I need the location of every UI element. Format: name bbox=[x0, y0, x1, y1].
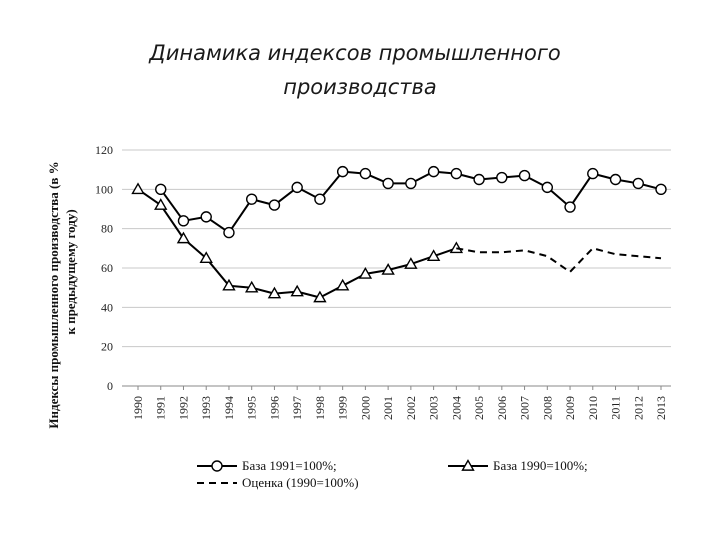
x-tick-label: 1997 bbox=[290, 396, 304, 420]
x-tick-label: 2009 bbox=[563, 396, 577, 420]
data-point-triangle bbox=[449, 241, 464, 254]
y-tick-label: 0 bbox=[107, 379, 113, 393]
data-point-triangle bbox=[426, 249, 441, 262]
data-point-circle bbox=[450, 167, 463, 180]
data-point-triangle bbox=[222, 278, 236, 291]
x-tick-label: 2011 bbox=[609, 396, 623, 420]
x-tick-label: 2005 bbox=[472, 396, 486, 420]
x-tick-label: 1993 bbox=[199, 396, 213, 420]
data-point-circle bbox=[177, 215, 190, 227]
x-tick-label: 1994 bbox=[222, 396, 236, 420]
legend-marker-circle bbox=[211, 460, 223, 472]
data-point-circle bbox=[245, 193, 258, 205]
x-axis: 1990 1991 1992 1993 1994 1995 1996 1997 1998 1999… bbox=[131, 386, 668, 420]
data-point-circle bbox=[609, 173, 622, 186]
data-point-triangle bbox=[404, 257, 418, 269]
data-point-circle bbox=[382, 177, 394, 190]
x-tick-label: 1990 bbox=[131, 396, 145, 420]
chart-title-line-2: производства bbox=[283, 75, 437, 99]
x-tick-label: 2006 bbox=[495, 396, 509, 420]
y-tick-label: 60 bbox=[101, 261, 113, 275]
y-axis: 0 20 40 60 80 100 120 bbox=[95, 143, 113, 393]
x-tick-label: 2013 bbox=[654, 396, 668, 420]
x-tick-label: 2002 bbox=[404, 396, 418, 420]
y-tick-label: 20 bbox=[101, 340, 113, 354]
x-tick-label: 2001 bbox=[381, 396, 395, 420]
data-point-circle bbox=[405, 177, 417, 190]
data-point-circle bbox=[632, 177, 644, 190]
data-point-triangle bbox=[154, 198, 168, 210]
data-point-circle bbox=[427, 165, 440, 178]
data-point-triangle bbox=[313, 290, 327, 303]
x-tick-label: 1991 bbox=[154, 396, 168, 420]
data-point-triangle bbox=[244, 280, 259, 293]
data-point-circle bbox=[473, 173, 485, 186]
x-tick-label: 2004 bbox=[449, 396, 463, 420]
data-point-circle bbox=[268, 199, 281, 211]
data-point-circle bbox=[587, 167, 599, 180]
y-axis-label-line-2: к предыдущему году) bbox=[63, 209, 78, 334]
data-point-circle bbox=[541, 181, 554, 194]
series-line-1 bbox=[137, 188, 457, 299]
data-point-circle bbox=[200, 211, 212, 223]
data-point-circle bbox=[655, 183, 667, 196]
data-point-triangle bbox=[267, 286, 282, 299]
series-group bbox=[131, 165, 667, 303]
data-point-triangle bbox=[335, 278, 350, 291]
data-point-circle bbox=[359, 167, 372, 180]
data-point-circle bbox=[314, 193, 326, 205]
data-point-circle bbox=[291, 181, 303, 194]
data-point-circle bbox=[564, 201, 576, 213]
x-tick-label: 1998 bbox=[313, 396, 327, 420]
x-tick-label: 2003 bbox=[427, 396, 441, 420]
x-tick-label: 1995 bbox=[245, 396, 259, 420]
x-tick-label: 2000 bbox=[358, 396, 372, 420]
data-point-circle bbox=[336, 165, 349, 178]
x-tick-label: 1992 bbox=[176, 396, 190, 420]
data-point-triangle bbox=[176, 231, 191, 244]
data-point-triangle bbox=[199, 251, 213, 263]
y-tick-label: 80 bbox=[101, 222, 113, 236]
y-tick-label: 40 bbox=[101, 300, 113, 314]
data-point-circle bbox=[518, 169, 531, 182]
data-point-circle bbox=[223, 226, 235, 239]
x-tick-label: 2008 bbox=[540, 396, 554, 420]
x-tick-label: 1999 bbox=[336, 396, 350, 420]
data-point-circle bbox=[496, 171, 508, 184]
x-tick-label: 2012 bbox=[631, 396, 645, 420]
chart-title-line-1: Динамика индексов промышленного bbox=[149, 41, 561, 65]
x-tick-label: 2010 bbox=[586, 396, 600, 420]
data-point-triangle bbox=[358, 266, 373, 279]
legend-marker-triangle bbox=[461, 459, 475, 471]
y-tick-label: 100 bbox=[95, 182, 113, 196]
data-point-triangle bbox=[131, 182, 145, 195]
y-axis-label: Индексы промышленного производства (в % к… bbox=[46, 161, 78, 428]
grid-lines bbox=[122, 149, 671, 387]
y-axis-label-line-1: Индексы промышленного производства (в % bbox=[46, 161, 61, 428]
y-tick-label: 120 bbox=[95, 143, 113, 157]
legend-label-1: База 1990=100%; bbox=[493, 458, 588, 473]
data-point-triangle bbox=[381, 263, 395, 275]
data-point-circle bbox=[155, 183, 167, 196]
x-tick-label: 1996 bbox=[267, 396, 281, 420]
data-point-triangle bbox=[290, 284, 304, 297]
x-tick-label: 2007 bbox=[518, 396, 532, 420]
legend-label-0: База 1991=100%; bbox=[242, 458, 337, 473]
legend: База 1991=100%; База 1990=100%; Оценка (19… bbox=[197, 458, 588, 490]
legend-label-2: Оценка (1990=100%) bbox=[242, 475, 359, 490]
